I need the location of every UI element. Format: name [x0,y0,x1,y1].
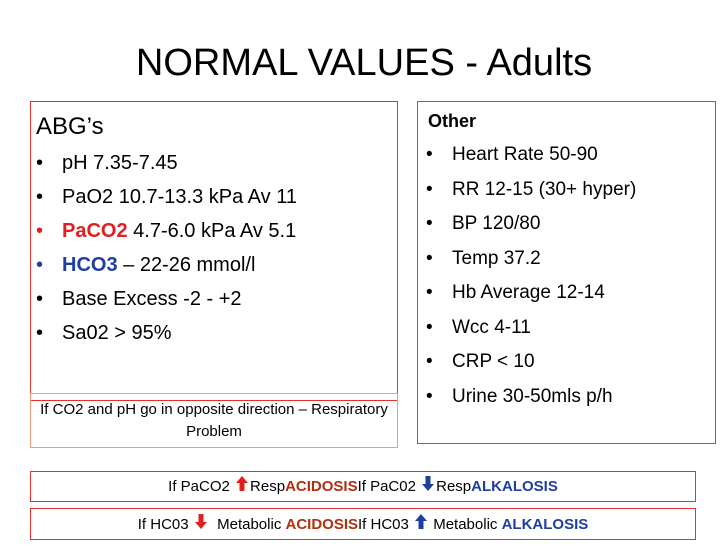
list-item: • BP 120/80 [426,207,636,242]
bullet-icon: • [36,254,44,276]
bullet-icon: • [36,288,44,310]
arrow-down-icon [194,514,207,536]
list-item: • Temp 37.2 [426,242,636,277]
bullet-icon: • [426,385,433,407]
paco2-rule-panel [30,471,696,502]
list-item: • PaO2 10.7-13.3 kPa Av 11 [36,180,297,214]
abg-list: • pH 7.35-7.45 • PaO2 10.7-13.3 kPa Av 11 … [36,146,297,350]
abg-panel [30,101,398,401]
bullet-icon: • [426,144,433,165]
other-panel [417,101,716,444]
arrow-down-icon [422,476,435,498]
list-item: • Sa02 > 95% [36,316,297,350]
bullet-icon: • [426,178,433,200]
arrow-up-icon [236,476,249,498]
bullet-icon: • [426,247,433,269]
abg-heading: ABG’s [36,113,104,140]
bullet-icon: • [426,282,433,303]
bullet-icon: • [426,316,433,338]
list-item: • CRP < 10 [426,345,636,380]
list-item: • Wcc 4-11 [426,311,636,346]
other-list: • Heart Rate 50-90 • RR 12-15 (30+ hyper) … [426,138,636,414]
paco2-rule: If PaCO2 RespACIDOSISIf PaC02 RespALKALO… [30,476,696,498]
highlight-text: PaCO2 [62,220,128,242]
list-item: • HCO3 – 22-26 mmol/l [36,248,297,282]
highlight-text: HCO3 [62,254,118,276]
hco3-rule-panel [30,508,696,540]
list-item: • PaCO2 4.7-6.0 kPa Av 5.1 [36,214,297,248]
other-heading: Other [428,111,477,131]
bullet-icon: • [426,213,433,234]
list-item: • RR 12-15 (30+ hyper) [426,173,636,208]
list-item: • pH 7.35-7.45 [36,146,297,180]
resp-note-panel [30,393,398,448]
bullet-icon: • [36,220,44,242]
bullet-icon: • [36,186,44,208]
resp-note: If CO2 and pH go in opposite direction –… [40,401,388,440]
bullet-icon: • [36,152,44,174]
arrow-up-icon [415,514,428,536]
list-item: • Heart Rate 50-90 [426,138,636,173]
bullet-icon: • [36,322,44,344]
bullet-icon: • [426,351,433,372]
list-item: • Base Excess -2 - +2 [36,282,297,316]
hco3-rule: If HC03 Metabolic ACIDOSISIf HC03 Metabo… [30,514,696,536]
list-item: • Hb Average 12-14 [426,276,636,311]
page-title: NORMAL VALUES - Adults [135,42,593,84]
list-item: • Urine 30-50mls p/h [426,380,636,415]
